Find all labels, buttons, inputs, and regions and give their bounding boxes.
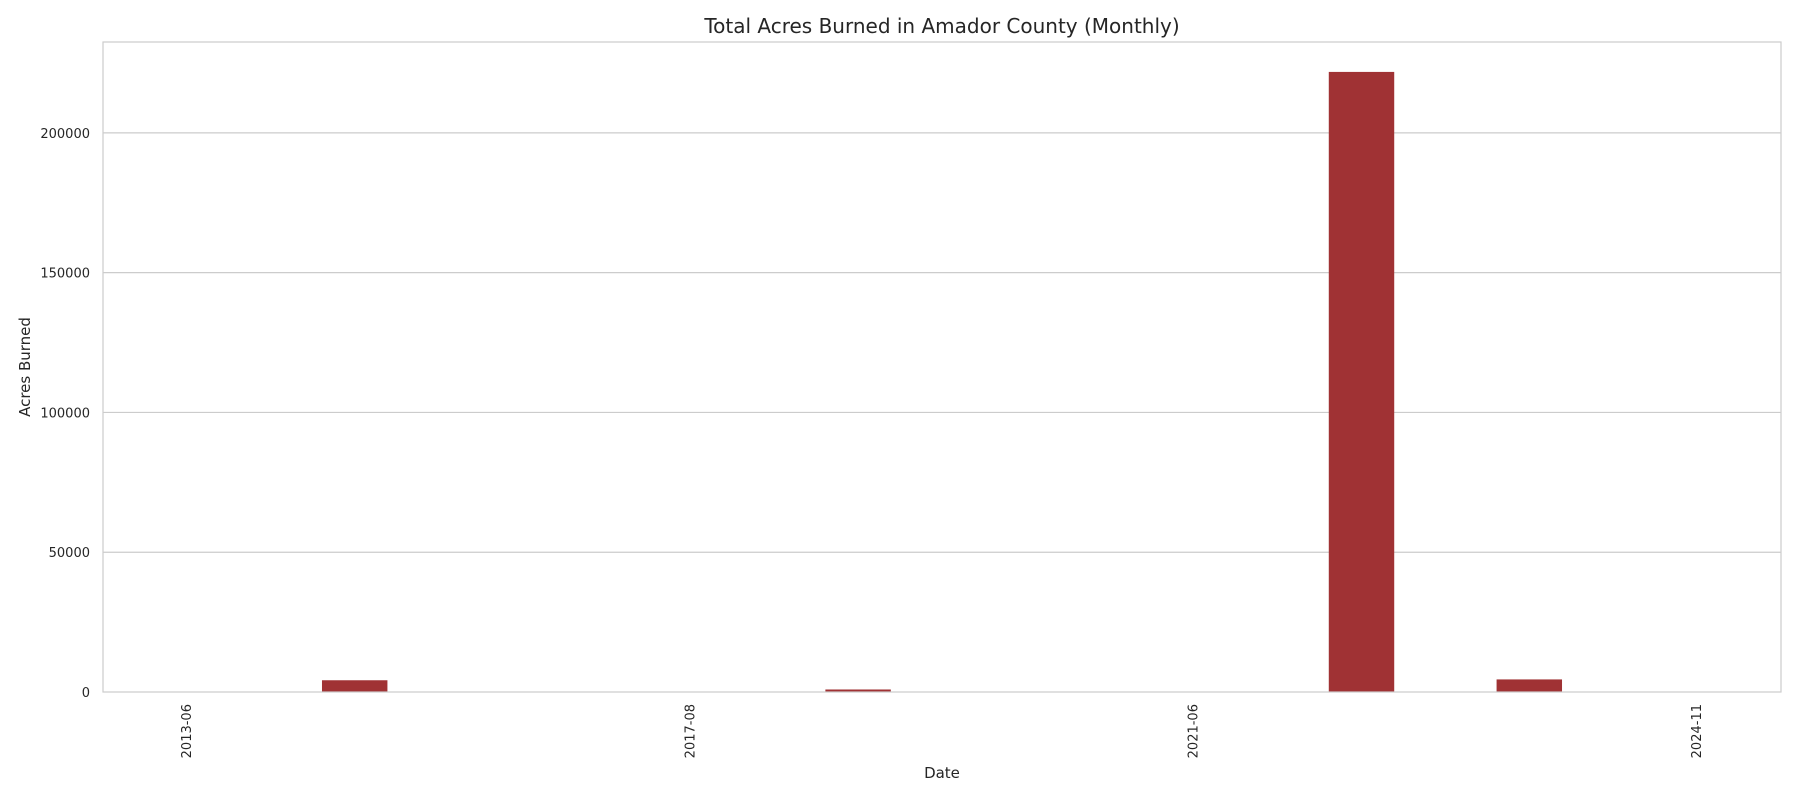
plot-background (103, 42, 1781, 692)
x-tick-label: 2024-11 (1690, 704, 1705, 758)
y-axis-label: Acres Burned (16, 317, 34, 417)
y-tick-label: 150000 (40, 267, 90, 282)
y-tick-label: 200000 (40, 127, 90, 142)
y-tick-label: 50000 (49, 546, 90, 561)
x-tick-label: 2021-06 (1187, 704, 1202, 758)
x-tick-labels: 2013-06 2017-08 2021-06 2024-11 (180, 704, 1705, 758)
bar (825, 689, 891, 692)
bars (321, 71, 1563, 692)
y-tick-label: 0 (82, 686, 90, 701)
plot-frame (102, 41, 1782, 693)
y-tick-label: 100000 (40, 406, 90, 421)
x-axis-label: Date (924, 764, 960, 782)
bar (1496, 679, 1563, 692)
x-tick-label: 2017-08 (683, 704, 698, 758)
bar (321, 680, 388, 692)
chart-title: Total Acres Burned in Amador County (Mon… (703, 14, 1179, 38)
bar (1328, 71, 1395, 692)
y-tick-labels: 0 50000 100000 150000 200000 (40, 127, 90, 701)
gridlines (103, 132, 1781, 553)
x-tick-label: 2013-06 (180, 704, 195, 758)
